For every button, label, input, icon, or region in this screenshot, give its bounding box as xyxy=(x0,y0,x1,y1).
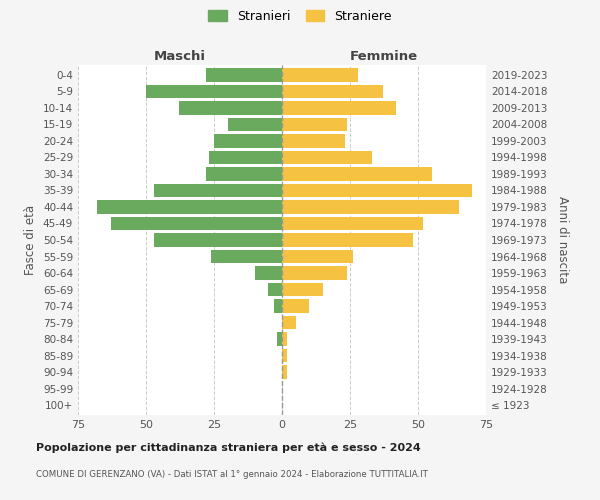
Bar xyxy=(282,101,396,114)
Bar xyxy=(282,167,431,180)
Bar xyxy=(211,250,282,264)
Bar xyxy=(282,316,296,330)
Bar xyxy=(268,283,282,296)
Bar xyxy=(179,101,282,114)
Bar xyxy=(214,134,282,147)
Bar xyxy=(282,118,347,131)
Bar xyxy=(282,300,309,313)
Bar xyxy=(282,233,413,247)
Bar xyxy=(282,84,383,98)
Bar xyxy=(282,150,372,164)
Y-axis label: Fasce di età: Fasce di età xyxy=(25,205,37,275)
Bar xyxy=(282,266,347,280)
Bar xyxy=(146,84,282,98)
Bar xyxy=(274,300,282,313)
Text: Popolazione per cittadinanza straniera per età e sesso - 2024: Popolazione per cittadinanza straniera p… xyxy=(36,442,421,453)
Bar xyxy=(282,332,287,346)
Bar xyxy=(110,216,282,230)
Bar xyxy=(277,332,282,346)
Bar xyxy=(282,200,459,214)
Bar xyxy=(97,200,282,214)
Text: COMUNE DI GERENZANO (VA) - Dati ISTAT al 1° gennaio 2024 - Elaborazione TUTTITAL: COMUNE DI GERENZANO (VA) - Dati ISTAT al… xyxy=(36,470,428,479)
Bar xyxy=(282,68,358,82)
Bar xyxy=(206,68,282,82)
Bar xyxy=(282,134,344,147)
Bar xyxy=(282,184,472,197)
Bar xyxy=(154,233,282,247)
Bar xyxy=(282,216,424,230)
Legend: Stranieri, Straniere: Stranieri, Straniere xyxy=(205,6,395,26)
Text: Maschi: Maschi xyxy=(154,50,206,64)
Bar xyxy=(282,349,287,362)
Y-axis label: Anni di nascita: Anni di nascita xyxy=(556,196,569,284)
Bar xyxy=(282,250,353,264)
Bar xyxy=(227,118,282,131)
Bar xyxy=(154,184,282,197)
Bar xyxy=(282,283,323,296)
Text: Femmine: Femmine xyxy=(350,50,418,64)
Bar xyxy=(209,150,282,164)
Bar xyxy=(282,366,287,379)
Bar xyxy=(255,266,282,280)
Bar xyxy=(206,167,282,180)
